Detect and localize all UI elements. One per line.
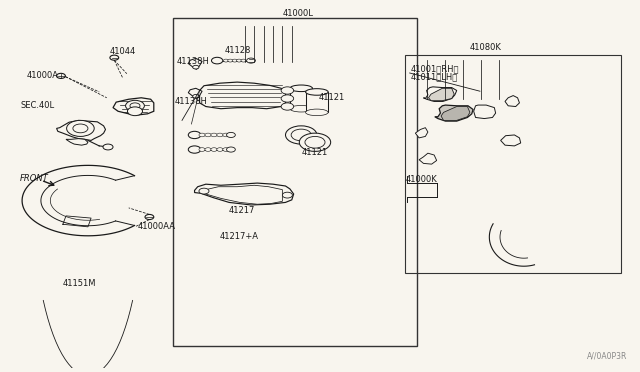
Ellipse shape: [290, 105, 312, 112]
Polygon shape: [474, 105, 495, 119]
Text: 41217: 41217: [229, 206, 255, 215]
Polygon shape: [415, 128, 428, 138]
Circle shape: [291, 129, 311, 141]
Text: 41121: 41121: [301, 148, 328, 157]
Text: 41138H: 41138H: [177, 57, 210, 66]
Circle shape: [103, 144, 113, 150]
Bar: [404, 55, 621, 273]
Bar: [290, 88, 312, 109]
Circle shape: [188, 146, 201, 153]
Text: FRONT: FRONT: [20, 174, 49, 183]
Ellipse shape: [290, 85, 312, 92]
Circle shape: [232, 59, 237, 62]
Polygon shape: [505, 96, 520, 106]
Circle shape: [211, 133, 217, 137]
Circle shape: [217, 133, 223, 137]
Polygon shape: [419, 153, 436, 164]
Text: 41151M: 41151M: [63, 279, 97, 288]
Circle shape: [125, 100, 145, 111]
Circle shape: [305, 137, 325, 148]
Circle shape: [188, 131, 201, 139]
Text: SEC.40L: SEC.40L: [20, 100, 54, 110]
Circle shape: [211, 57, 223, 64]
Circle shape: [223, 133, 229, 137]
Bar: [305, 92, 328, 112]
Circle shape: [56, 73, 65, 78]
Circle shape: [241, 59, 246, 62]
Circle shape: [199, 148, 205, 151]
Circle shape: [67, 121, 94, 137]
Circle shape: [73, 124, 88, 133]
Circle shape: [145, 214, 154, 219]
Text: 41044: 41044: [110, 46, 136, 55]
Circle shape: [199, 133, 205, 137]
Circle shape: [282, 192, 292, 198]
Circle shape: [246, 58, 255, 63]
Circle shape: [211, 148, 217, 151]
Polygon shape: [113, 98, 154, 115]
Text: 41080K: 41080K: [469, 43, 501, 52]
Circle shape: [205, 148, 211, 151]
Text: 41138H: 41138H: [175, 97, 207, 106]
Polygon shape: [66, 139, 88, 145]
Circle shape: [127, 107, 143, 116]
Circle shape: [193, 65, 199, 69]
Ellipse shape: [305, 109, 328, 116]
Polygon shape: [188, 58, 202, 69]
Text: 41217+A: 41217+A: [220, 232, 259, 241]
Ellipse shape: [305, 89, 328, 95]
Circle shape: [227, 132, 236, 138]
Polygon shape: [500, 135, 521, 146]
Polygon shape: [195, 183, 294, 205]
Circle shape: [237, 59, 242, 62]
Text: A//0A0P3R: A//0A0P3R: [587, 351, 627, 360]
Circle shape: [205, 133, 211, 137]
Polygon shape: [200, 82, 285, 109]
Circle shape: [193, 94, 199, 98]
Polygon shape: [424, 87, 457, 102]
Text: 41001〈RH〉: 41001〈RH〉: [410, 64, 459, 73]
Circle shape: [130, 103, 140, 109]
Text: 41011〈LH〉: 41011〈LH〉: [410, 72, 458, 81]
Circle shape: [223, 59, 228, 62]
Polygon shape: [429, 88, 454, 101]
Polygon shape: [435, 105, 473, 121]
Text: 41121: 41121: [319, 93, 345, 102]
Polygon shape: [441, 106, 470, 121]
Circle shape: [227, 147, 236, 152]
Text: 41128: 41128: [225, 46, 251, 55]
Text: 41000AA: 41000AA: [138, 222, 176, 231]
Polygon shape: [206, 185, 282, 204]
Circle shape: [110, 55, 118, 60]
Circle shape: [228, 59, 233, 62]
Bar: [173, 18, 417, 346]
Circle shape: [285, 126, 317, 144]
Circle shape: [281, 95, 294, 102]
Polygon shape: [56, 121, 106, 141]
Circle shape: [223, 148, 229, 151]
Circle shape: [300, 133, 331, 151]
Text: 41000L: 41000L: [283, 9, 314, 19]
Circle shape: [199, 188, 209, 194]
Polygon shape: [188, 88, 202, 99]
Text: 41000A: 41000A: [26, 71, 58, 80]
Circle shape: [217, 148, 223, 151]
Circle shape: [281, 103, 294, 110]
Text: 41000K: 41000K: [405, 175, 437, 184]
Circle shape: [281, 87, 294, 94]
